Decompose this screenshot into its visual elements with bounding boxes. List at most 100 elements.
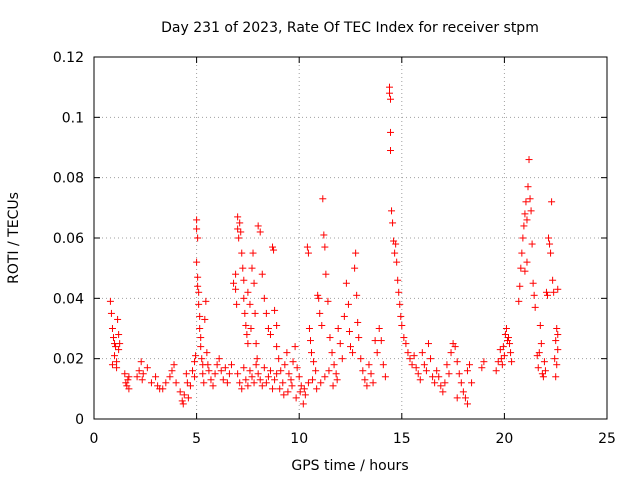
data-point bbox=[546, 240, 554, 248]
data-point bbox=[249, 249, 257, 257]
data-points bbox=[106, 83, 562, 408]
data-point bbox=[321, 373, 329, 381]
data-point bbox=[424, 340, 432, 348]
data-point bbox=[396, 300, 404, 308]
data-point bbox=[188, 367, 196, 375]
data-point bbox=[313, 385, 321, 393]
data-point bbox=[498, 361, 506, 369]
y-tick-label: 0.02 bbox=[53, 352, 84, 368]
data-point bbox=[256, 228, 264, 236]
data-point bbox=[453, 394, 461, 402]
data-point bbox=[435, 373, 443, 381]
data-point bbox=[352, 249, 360, 257]
data-point bbox=[361, 376, 369, 384]
data-point bbox=[289, 358, 297, 366]
data-point bbox=[461, 394, 469, 402]
data-point bbox=[508, 358, 516, 366]
data-point bbox=[133, 373, 141, 381]
data-point bbox=[306, 337, 314, 345]
data-point bbox=[172, 379, 180, 387]
data-point bbox=[499, 343, 507, 351]
data-point bbox=[455, 370, 463, 378]
data-point bbox=[402, 340, 410, 348]
data-point bbox=[310, 358, 318, 366]
data-point bbox=[271, 306, 279, 314]
data-point bbox=[193, 225, 201, 233]
data-point bbox=[242, 321, 250, 329]
data-point bbox=[147, 379, 155, 387]
data-point bbox=[336, 340, 344, 348]
data-point bbox=[283, 349, 291, 357]
data-point bbox=[251, 309, 259, 317]
data-point bbox=[531, 303, 539, 311]
data-point bbox=[342, 279, 350, 287]
data-point bbox=[236, 379, 244, 387]
data-point bbox=[264, 373, 272, 381]
data-point bbox=[299, 400, 307, 408]
data-point bbox=[178, 397, 186, 405]
data-point bbox=[248, 264, 256, 272]
data-point bbox=[395, 288, 403, 296]
data-point bbox=[276, 385, 284, 393]
data-point bbox=[539, 373, 547, 381]
data-point bbox=[121, 370, 129, 378]
data-point bbox=[406, 355, 414, 363]
data-point bbox=[219, 376, 227, 384]
data-point bbox=[418, 349, 426, 357]
data-point bbox=[528, 240, 536, 248]
data-point bbox=[232, 270, 240, 278]
data-point bbox=[247, 325, 255, 332]
data-point bbox=[363, 382, 371, 390]
data-point bbox=[429, 373, 437, 381]
data-point bbox=[545, 234, 553, 242]
data-point bbox=[536, 321, 544, 329]
data-point bbox=[115, 331, 123, 339]
data-point bbox=[200, 379, 208, 387]
data-point bbox=[515, 297, 523, 305]
data-point bbox=[138, 376, 146, 384]
data-point bbox=[240, 294, 248, 302]
data-point bbox=[312, 367, 320, 375]
data-point bbox=[542, 288, 550, 296]
data-point bbox=[345, 328, 353, 336]
data-point bbox=[520, 222, 528, 230]
data-point bbox=[437, 382, 445, 390]
data-point bbox=[297, 382, 305, 390]
chart-title: Day 231 of 2023, Rate Of TEC Index for r… bbox=[161, 20, 539, 36]
data-point bbox=[547, 249, 555, 257]
data-point bbox=[321, 243, 329, 251]
data-point bbox=[258, 382, 266, 390]
y-tick-label: 0.04 bbox=[53, 291, 84, 307]
data-point bbox=[194, 282, 202, 290]
data-point bbox=[334, 325, 342, 332]
data-point bbox=[445, 370, 453, 378]
data-point bbox=[108, 361, 116, 369]
data-point bbox=[554, 331, 562, 339]
data-point bbox=[522, 198, 530, 206]
x-tick-label: 5 bbox=[192, 431, 201, 447]
data-point bbox=[322, 270, 330, 278]
data-point bbox=[333, 376, 341, 384]
data-point bbox=[235, 234, 243, 242]
data-point bbox=[389, 219, 397, 227]
data-point bbox=[179, 400, 187, 408]
data-point bbox=[236, 219, 244, 227]
data-point bbox=[527, 207, 535, 215]
data-point bbox=[258, 270, 266, 278]
data-point bbox=[492, 367, 500, 375]
data-point bbox=[480, 358, 488, 366]
data-point bbox=[194, 273, 202, 281]
data-point bbox=[375, 325, 383, 332]
data-point bbox=[107, 309, 115, 317]
data-point bbox=[371, 337, 379, 345]
data-point bbox=[315, 294, 323, 302]
data-point bbox=[193, 258, 201, 266]
data-point bbox=[281, 361, 289, 369]
data-point bbox=[538, 370, 546, 378]
data-point bbox=[213, 361, 221, 369]
data-point bbox=[186, 382, 194, 390]
data-point bbox=[427, 355, 435, 363]
data-point bbox=[252, 340, 260, 348]
data-point bbox=[203, 349, 211, 357]
data-point bbox=[457, 379, 465, 387]
